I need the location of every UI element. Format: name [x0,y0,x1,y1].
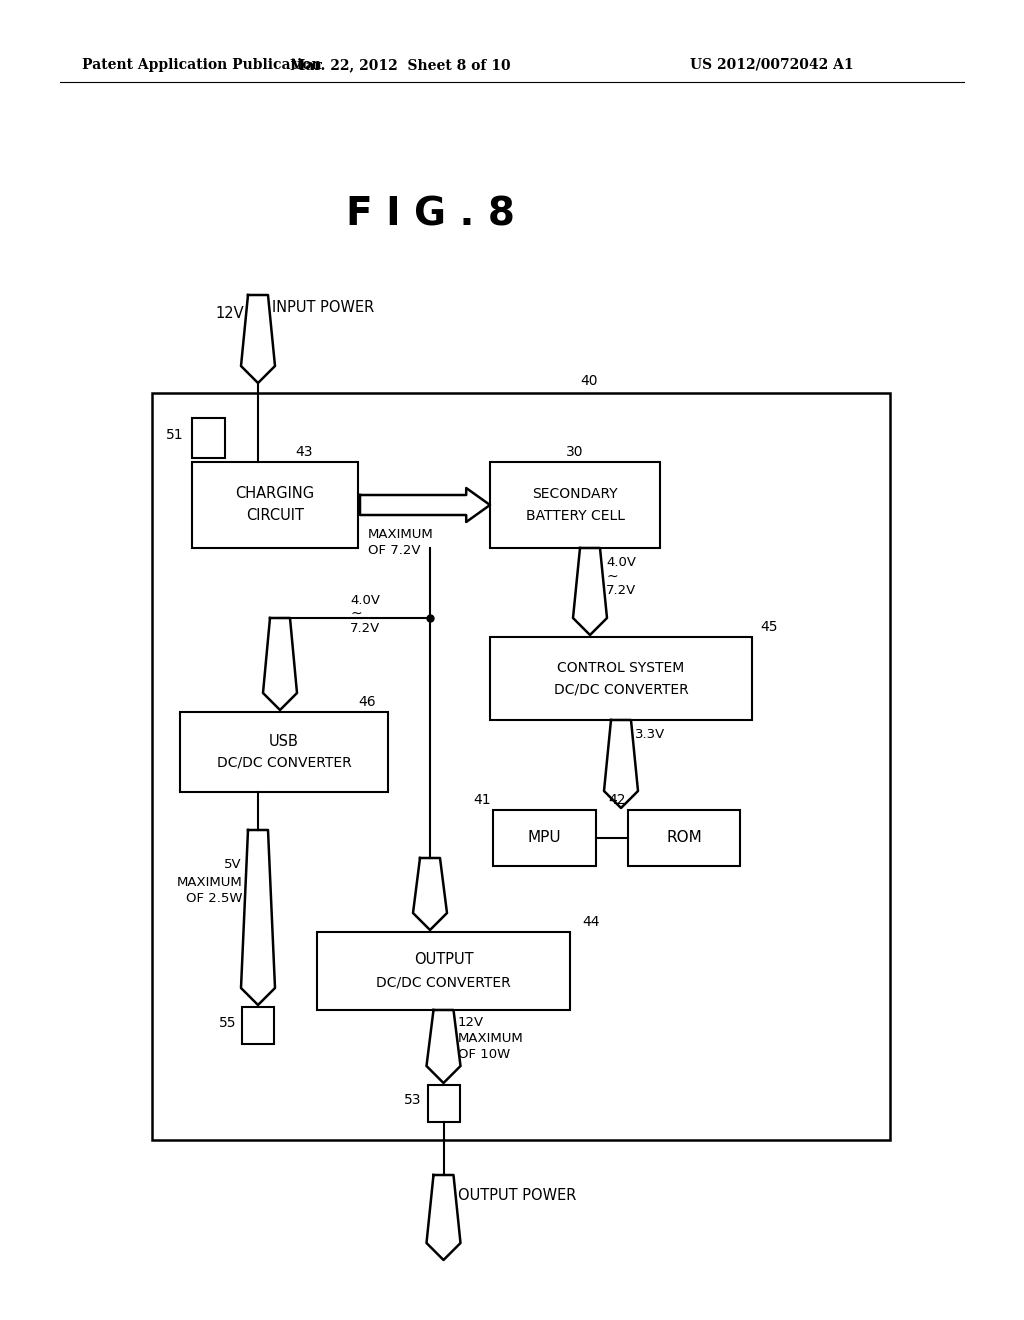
Text: F I G . 8: F I G . 8 [345,195,514,234]
Bar [490,462,660,548]
Text: USB: USB [269,734,299,748]
Text: 30: 30 [566,445,584,459]
Text: OF 7.2V: OF 7.2V [368,544,421,557]
Text: 3.3V: 3.3V [635,729,666,742]
Polygon shape [241,294,275,383]
Polygon shape [427,1010,461,1082]
Text: OUTPUT: OUTPUT [414,953,473,968]
Polygon shape [427,1175,461,1261]
Polygon shape [360,488,490,521]
Text: OUTPUT POWER: OUTPUT POWER [458,1188,575,1203]
Bar [193,462,358,548]
Text: 7.2V: 7.2V [350,622,380,635]
Polygon shape [263,618,297,710]
Text: 41: 41 [473,793,490,807]
Bar [628,810,740,866]
Text: Patent Application Publication: Patent Application Publication [82,58,322,73]
Text: 43: 43 [295,445,312,459]
Text: INPUT POWER: INPUT POWER [272,300,374,314]
Text: CHARGING: CHARGING [236,487,314,502]
Text: 44: 44 [582,915,599,929]
Text: 42: 42 [608,793,626,807]
Text: 4.0V: 4.0V [350,594,380,607]
Text: DC/DC CONVERTER: DC/DC CONVERTER [376,975,511,989]
Text: SECONDARY: SECONDARY [532,487,617,502]
Text: MAXIMUM: MAXIMUM [458,1032,523,1045]
Polygon shape [413,858,447,931]
Text: CIRCUIT: CIRCUIT [246,508,304,524]
Text: BATTERY CELL: BATTERY CELL [525,510,625,523]
Bar [427,1085,460,1122]
Text: 12V: 12V [215,305,244,321]
Text: MAXIMUM: MAXIMUM [176,875,242,888]
Bar [317,932,570,1010]
Text: Mar. 22, 2012  Sheet 8 of 10: Mar. 22, 2012 Sheet 8 of 10 [290,58,510,73]
Bar [493,810,596,866]
Text: 4.0V: 4.0V [606,556,636,569]
Text: ~: ~ [350,607,361,620]
Text: 12V: 12V [458,1016,483,1030]
Text: OF 10W: OF 10W [458,1048,510,1061]
Bar [242,1007,274,1044]
Bar [152,393,890,1140]
Text: 53: 53 [404,1093,422,1107]
Polygon shape [604,719,638,808]
Text: CONTROL SYSTEM: CONTROL SYSTEM [557,660,685,675]
Text: 5V: 5V [224,858,242,871]
Text: MPU: MPU [527,830,561,846]
Polygon shape [241,830,275,1005]
Text: 55: 55 [218,1016,236,1030]
Text: ROM: ROM [667,830,701,846]
Text: 7.2V: 7.2V [606,585,636,598]
Polygon shape [573,548,607,635]
Bar [193,418,225,458]
Bar [180,711,388,792]
Text: ~: ~ [606,570,617,583]
Text: US 2012/0072042 A1: US 2012/0072042 A1 [690,58,854,73]
Text: DC/DC CONVERTER: DC/DC CONVERTER [217,756,351,770]
Text: 46: 46 [358,696,376,709]
Text: 40: 40 [580,374,597,388]
Text: 51: 51 [166,428,184,442]
Text: OF 2.5W: OF 2.5W [185,891,242,904]
Text: 45: 45 [760,620,777,634]
Bar [490,638,752,719]
Text: MAXIMUM: MAXIMUM [368,528,434,541]
Text: DC/DC CONVERTER: DC/DC CONVERTER [554,682,688,697]
